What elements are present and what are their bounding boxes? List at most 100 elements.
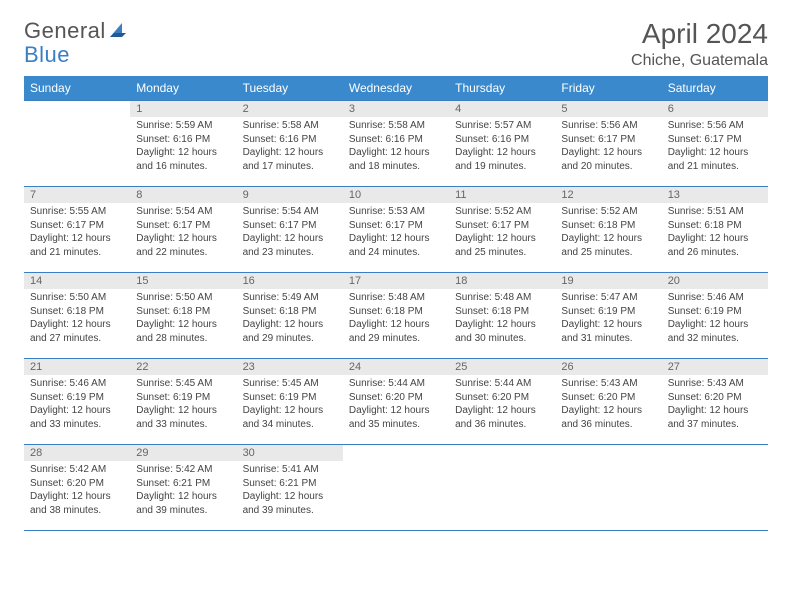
- day-number: 20: [662, 273, 768, 289]
- day-details: Sunrise: 5:58 AMSunset: 6:16 PMDaylight:…: [343, 117, 449, 177]
- day-details: Sunrise: 5:43 AMSunset: 6:20 PMDaylight:…: [662, 375, 768, 435]
- calendar-cell: 23Sunrise: 5:45 AMSunset: 6:19 PMDayligh…: [237, 359, 343, 445]
- day-number: 13: [662, 187, 768, 203]
- calendar-cell: 24Sunrise: 5:44 AMSunset: 6:20 PMDayligh…: [343, 359, 449, 445]
- day-details: Sunrise: 5:41 AMSunset: 6:21 PMDaylight:…: [237, 461, 343, 521]
- day-details: Sunrise: 5:56 AMSunset: 6:17 PMDaylight:…: [555, 117, 661, 177]
- day-details: Sunrise: 5:42 AMSunset: 6:21 PMDaylight:…: [130, 461, 236, 521]
- day-header: Saturday: [662, 76, 768, 101]
- calendar-cell: [662, 445, 768, 531]
- day-details: Sunrise: 5:50 AMSunset: 6:18 PMDaylight:…: [24, 289, 130, 349]
- day-header: Monday: [130, 76, 236, 101]
- calendar-cell: 12Sunrise: 5:52 AMSunset: 6:18 PMDayligh…: [555, 187, 661, 273]
- day-number: 19: [555, 273, 661, 289]
- calendar-cell: 28Sunrise: 5:42 AMSunset: 6:20 PMDayligh…: [24, 445, 130, 531]
- calendar-cell: 13Sunrise: 5:51 AMSunset: 6:18 PMDayligh…: [662, 187, 768, 273]
- day-number: 24: [343, 359, 449, 375]
- calendar-cell: 25Sunrise: 5:44 AMSunset: 6:20 PMDayligh…: [449, 359, 555, 445]
- day-number: 28: [24, 445, 130, 461]
- day-number: 4: [449, 101, 555, 117]
- calendar-cell: 5Sunrise: 5:56 AMSunset: 6:17 PMDaylight…: [555, 101, 661, 187]
- calendar-cell: 4Sunrise: 5:57 AMSunset: 6:16 PMDaylight…: [449, 101, 555, 187]
- day-number: 10: [343, 187, 449, 203]
- month-title: April 2024: [631, 18, 768, 50]
- header: General April 2024 Chiche, Guatemala: [24, 18, 768, 70]
- day-details: Sunrise: 5:46 AMSunset: 6:19 PMDaylight:…: [24, 375, 130, 435]
- day-details: Sunrise: 5:54 AMSunset: 6:17 PMDaylight:…: [237, 203, 343, 263]
- day-number: 8: [130, 187, 236, 203]
- day-number: 1: [130, 101, 236, 117]
- day-number: 26: [555, 359, 661, 375]
- day-number: 30: [237, 445, 343, 461]
- day-details: Sunrise: 5:42 AMSunset: 6:20 PMDaylight:…: [24, 461, 130, 521]
- day-details: Sunrise: 5:54 AMSunset: 6:17 PMDaylight:…: [130, 203, 236, 263]
- day-details: Sunrise: 5:55 AMSunset: 6:17 PMDaylight:…: [24, 203, 130, 263]
- day-number: 23: [237, 359, 343, 375]
- calendar-week: 7Sunrise: 5:55 AMSunset: 6:17 PMDaylight…: [24, 187, 768, 273]
- day-number: 18: [449, 273, 555, 289]
- logo: General: [24, 18, 130, 44]
- calendar-cell: [555, 445, 661, 531]
- calendar-cell: 11Sunrise: 5:52 AMSunset: 6:17 PMDayligh…: [449, 187, 555, 273]
- calendar-cell: 19Sunrise: 5:47 AMSunset: 6:19 PMDayligh…: [555, 273, 661, 359]
- title-block: April 2024 Chiche, Guatemala: [631, 18, 768, 70]
- day-details: Sunrise: 5:53 AMSunset: 6:17 PMDaylight:…: [343, 203, 449, 263]
- day-details: Sunrise: 5:52 AMSunset: 6:17 PMDaylight:…: [449, 203, 555, 263]
- day-number: 25: [449, 359, 555, 375]
- calendar-cell: 30Sunrise: 5:41 AMSunset: 6:21 PMDayligh…: [237, 445, 343, 531]
- calendar-cell: 27Sunrise: 5:43 AMSunset: 6:20 PMDayligh…: [662, 359, 768, 445]
- day-number: 6: [662, 101, 768, 117]
- day-header: Thursday: [449, 76, 555, 101]
- calendar-cell: 22Sunrise: 5:45 AMSunset: 6:19 PMDayligh…: [130, 359, 236, 445]
- logo-word1: General: [24, 18, 106, 44]
- calendar-cell: 8Sunrise: 5:54 AMSunset: 6:17 PMDaylight…: [130, 187, 236, 273]
- day-number: 11: [449, 187, 555, 203]
- calendar-cell: 18Sunrise: 5:48 AMSunset: 6:18 PMDayligh…: [449, 273, 555, 359]
- day-header: Wednesday: [343, 76, 449, 101]
- calendar-week: 14Sunrise: 5:50 AMSunset: 6:18 PMDayligh…: [24, 273, 768, 359]
- calendar-cell: 14Sunrise: 5:50 AMSunset: 6:18 PMDayligh…: [24, 273, 130, 359]
- calendar-cell: 2Sunrise: 5:58 AMSunset: 6:16 PMDaylight…: [237, 101, 343, 187]
- calendar-cell: 20Sunrise: 5:46 AMSunset: 6:19 PMDayligh…: [662, 273, 768, 359]
- logo-line2: Blue: [24, 42, 70, 68]
- calendar-cell: 10Sunrise: 5:53 AMSunset: 6:17 PMDayligh…: [343, 187, 449, 273]
- day-number: 9: [237, 187, 343, 203]
- calendar-cell: 15Sunrise: 5:50 AMSunset: 6:18 PMDayligh…: [130, 273, 236, 359]
- day-number: 12: [555, 187, 661, 203]
- day-details: Sunrise: 5:47 AMSunset: 6:19 PMDaylight:…: [555, 289, 661, 349]
- day-details: Sunrise: 5:43 AMSunset: 6:20 PMDaylight:…: [555, 375, 661, 435]
- calendar-table: SundayMondayTuesdayWednesdayThursdayFrid…: [24, 76, 768, 531]
- day-header: Friday: [555, 76, 661, 101]
- day-details: Sunrise: 5:52 AMSunset: 6:18 PMDaylight:…: [555, 203, 661, 263]
- day-number: 17: [343, 273, 449, 289]
- calendar-cell: 26Sunrise: 5:43 AMSunset: 6:20 PMDayligh…: [555, 359, 661, 445]
- day-details: Sunrise: 5:44 AMSunset: 6:20 PMDaylight:…: [449, 375, 555, 435]
- day-number: 14: [24, 273, 130, 289]
- day-details: Sunrise: 5:44 AMSunset: 6:20 PMDaylight:…: [343, 375, 449, 435]
- day-details: Sunrise: 5:48 AMSunset: 6:18 PMDaylight:…: [449, 289, 555, 349]
- day-number: 7: [24, 187, 130, 203]
- day-details: Sunrise: 5:45 AMSunset: 6:19 PMDaylight:…: [130, 375, 236, 435]
- calendar-week: 21Sunrise: 5:46 AMSunset: 6:19 PMDayligh…: [24, 359, 768, 445]
- location: Chiche, Guatemala: [631, 52, 768, 70]
- day-number: 2: [237, 101, 343, 117]
- calendar-week: 28Sunrise: 5:42 AMSunset: 6:20 PMDayligh…: [24, 445, 768, 531]
- calendar-cell: 7Sunrise: 5:55 AMSunset: 6:17 PMDaylight…: [24, 187, 130, 273]
- calendar-cell: 29Sunrise: 5:42 AMSunset: 6:21 PMDayligh…: [130, 445, 236, 531]
- calendar-cell: 1Sunrise: 5:59 AMSunset: 6:16 PMDaylight…: [130, 101, 236, 187]
- day-details: Sunrise: 5:50 AMSunset: 6:18 PMDaylight:…: [130, 289, 236, 349]
- day-number: 3: [343, 101, 449, 117]
- day-header: Tuesday: [237, 76, 343, 101]
- day-details: Sunrise: 5:48 AMSunset: 6:18 PMDaylight:…: [343, 289, 449, 349]
- calendar-cell: 6Sunrise: 5:56 AMSunset: 6:17 PMDaylight…: [662, 101, 768, 187]
- day-header: Sunday: [24, 76, 130, 101]
- day-number: 5: [555, 101, 661, 117]
- day-number: 15: [130, 273, 236, 289]
- day-details: Sunrise: 5:45 AMSunset: 6:19 PMDaylight:…: [237, 375, 343, 435]
- day-details: Sunrise: 5:51 AMSunset: 6:18 PMDaylight:…: [662, 203, 768, 263]
- calendar-cell: 3Sunrise: 5:58 AMSunset: 6:16 PMDaylight…: [343, 101, 449, 187]
- day-details: Sunrise: 5:57 AMSunset: 6:16 PMDaylight:…: [449, 117, 555, 177]
- calendar-cell: [343, 445, 449, 531]
- day-number: 22: [130, 359, 236, 375]
- day-details: Sunrise: 5:59 AMSunset: 6:16 PMDaylight:…: [130, 117, 236, 177]
